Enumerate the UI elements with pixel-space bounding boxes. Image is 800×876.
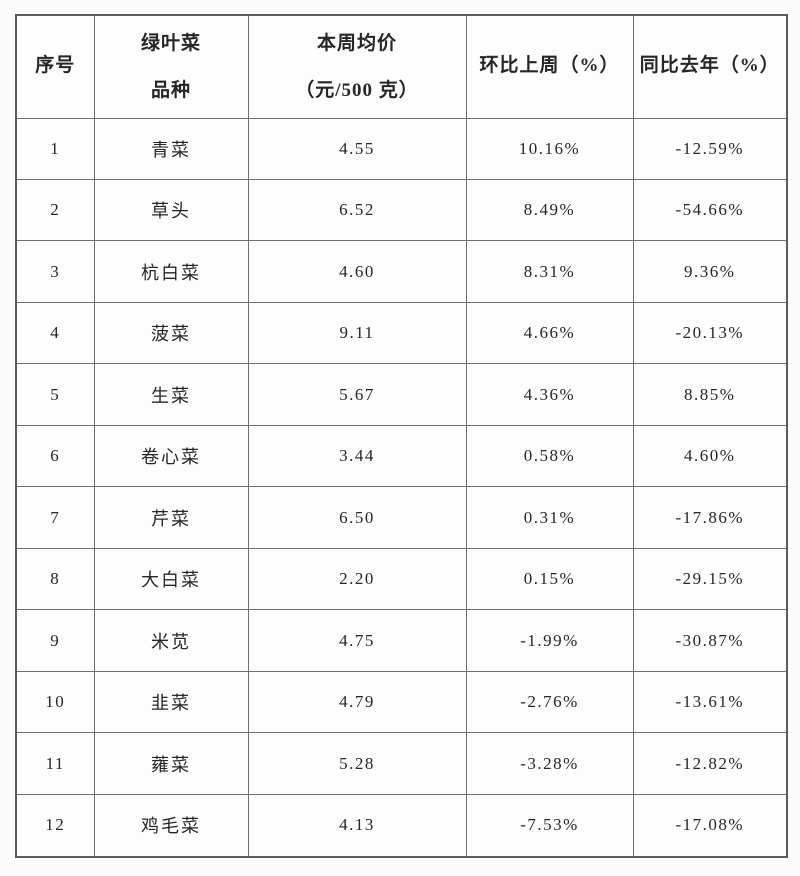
header-row: 序号 绿叶菜 品种 本周均价 （元/500 克） 环比上周（%） 同比去年（%） [15,14,788,119]
table-row: 8 大白菜 2.20 0.15% -29.15% [15,547,788,611]
cell-wow: 0.15% [465,547,634,611]
cell-price: 4.79 [247,670,467,734]
table-row: 6 卷心菜 3.44 0.58% 4.60% [15,424,788,488]
cell-yoy: 4.60% [632,424,788,488]
cell-variety: 鸡毛菜 [93,793,249,858]
cell-yoy: -12.59% [632,117,788,180]
cell-yoy: -20.13% [632,301,788,365]
cell-serial: 10 [15,670,95,734]
cell-variety: 米苋 [93,609,249,672]
cell-serial: 9 [15,609,95,672]
cell-variety: 大白菜 [93,547,249,611]
cell-wow: 10.16% [465,117,634,180]
cell-yoy: -13.61% [632,670,788,734]
cell-price: 6.52 [247,178,467,242]
cell-price: 5.28 [247,732,467,795]
cell-price: 9.11 [247,301,467,365]
cell-variety: 青菜 [93,117,249,180]
cell-serial: 11 [15,732,95,795]
cell-price: 4.75 [247,609,467,672]
cell-wow: -2.76% [465,670,634,734]
header-variety-line1: 绿叶菜 [140,32,201,54]
cell-variety: 草头 [93,178,249,242]
table-row: 11 蕹菜 5.28 -3.28% -12.82% [15,732,788,795]
cell-wow: 8.31% [465,240,634,303]
table-row: 2 草头 6.52 8.49% -54.66% [15,178,788,242]
cell-price: 4.13 [247,793,467,858]
cell-price: 4.60 [247,240,467,303]
cell-yoy: 9.36% [632,240,788,303]
cell-serial: 5 [15,363,95,426]
cell-wow: 4.36% [465,363,634,426]
header-variety-line2: 品种 [150,79,191,101]
cell-wow: -7.53% [465,793,634,858]
cell-wow: 0.31% [465,486,634,549]
cell-variety: 芹菜 [93,486,249,549]
cell-price: 5.67 [247,363,467,426]
cell-yoy: -12.82% [632,732,788,795]
cell-variety: 卷心菜 [93,424,249,488]
cell-variety: 生菜 [93,363,249,426]
header-price-line1: 本周均价 [316,32,397,54]
cell-price: 3.44 [247,424,467,488]
header-price: 本周均价 （元/500 克） [247,14,467,119]
cell-yoy: -29.15% [632,547,788,611]
cell-serial: 7 [15,486,95,549]
cell-price: 6.50 [247,486,467,549]
table-row: 10 韭菜 4.79 -2.76% -13.61% [15,670,788,734]
cell-serial: 3 [15,240,95,303]
table-row: 1 青菜 4.55 10.16% -12.59% [15,117,788,180]
cell-serial: 4 [15,301,95,365]
cell-yoy: -54.66% [632,178,788,242]
table-row: 4 菠菜 9.11 4.66% -20.13% [15,301,788,365]
header-price-line2: （元/500 克） [295,79,419,101]
header-variety: 绿叶菜 品种 [93,14,249,119]
cell-yoy: -17.86% [632,486,788,549]
cell-yoy: -30.87% [632,609,788,672]
cell-price: 4.55 [247,117,467,180]
cell-serial: 12 [15,793,95,858]
cell-serial: 2 [15,178,95,242]
cell-yoy: 8.85% [632,363,788,426]
table-row: 9 米苋 4.75 -1.99% -30.87% [15,609,788,672]
cell-wow: -1.99% [465,609,634,672]
cell-serial: 8 [15,547,95,611]
cell-wow: 0.58% [465,424,634,488]
vegetable-price-table: 序号 绿叶菜 品种 本周均价 （元/500 克） 环比上周（%） 同比去年（%） [15,14,788,858]
cell-wow: 8.49% [465,178,634,242]
table-row: 3 杭白菜 4.60 8.31% 9.36% [15,240,788,303]
cell-variety: 蕹菜 [93,732,249,795]
cell-variety: 菠菜 [93,301,249,365]
cell-serial: 6 [15,424,95,488]
header-serial: 序号 [15,14,95,119]
cell-variety: 杭白菜 [93,240,249,303]
cell-price: 2.20 [247,547,467,611]
header-wow: 环比上周（%） [465,14,634,119]
table-row: 5 生菜 5.67 4.36% 8.85% [15,363,788,426]
cell-wow: 4.66% [465,301,634,365]
header-yoy: 同比去年（%） [632,14,788,119]
cell-serial: 1 [15,117,95,180]
cell-wow: -3.28% [465,732,634,795]
table-row: 12 鸡毛菜 4.13 -7.53% -17.08% [15,793,788,858]
cell-yoy: -17.08% [632,793,788,858]
cell-variety: 韭菜 [93,670,249,734]
table-row: 7 芹菜 6.50 0.31% -17.86% [15,486,788,549]
